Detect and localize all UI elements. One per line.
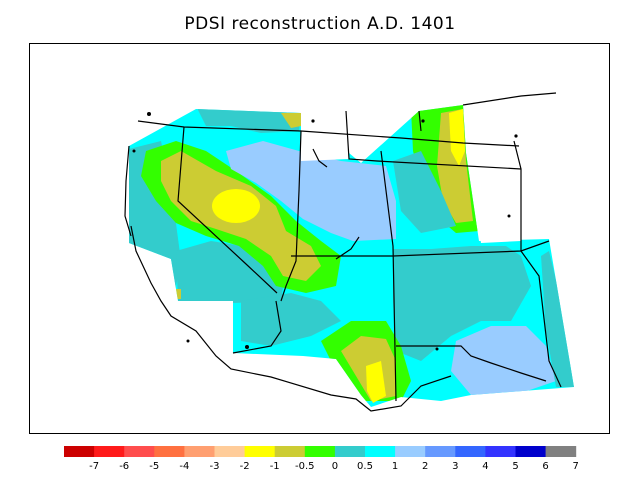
field-ca-olive (173, 289, 181, 299)
mt-wy-border-line (345, 110, 522, 170)
field-wet-center (226, 141, 396, 241)
canada-border-line (462, 92, 557, 106)
legend-label: 1 (392, 461, 398, 472)
mask-dakota (473, 141, 521, 243)
legend-label: -7 (89, 461, 99, 472)
legend-swatch (124, 446, 155, 457)
map-frame (29, 43, 610, 434)
field-yellow-spot-nevada (212, 189, 260, 223)
ut-co-south-line (291, 240, 550, 257)
field-plains-wet (451, 326, 556, 395)
lake-dot (507, 214, 511, 218)
field-top-teal (196, 106, 301, 133)
field-ne-teal (393, 151, 456, 233)
great-salt-lake-line (335, 236, 360, 260)
legend-swatch (455, 446, 486, 457)
southern-coast-line (130, 225, 452, 412)
legend-label: 4 (482, 461, 488, 472)
legend-swatch (274, 446, 306, 457)
legend-swatch (214, 446, 246, 457)
lake-dot (421, 119, 425, 123)
nv-ut-border-line (280, 130, 302, 302)
legend-label: -2 (240, 461, 250, 472)
legend-swatch (94, 446, 125, 457)
lake-dot (186, 339, 190, 343)
field-olive-utah (286, 247, 316, 271)
legend-swatch (515, 446, 547, 457)
legend-label: 3 (452, 461, 458, 472)
northern-border-line (137, 120, 520, 147)
field-ne-yellow (449, 109, 465, 166)
legend-label: 2 (422, 461, 428, 472)
ca-nv-border-line (177, 126, 278, 294)
legend-label: 7 (573, 461, 579, 472)
legend-swatch (304, 446, 336, 457)
legend-swatch (395, 446, 426, 457)
legend-label: -1 (270, 461, 280, 472)
legend-label: -4 (179, 461, 189, 472)
legend-swatch (244, 446, 276, 457)
lake-dot (132, 149, 136, 153)
pdsi-map (124, 92, 574, 412)
legend-label: -5 (149, 461, 159, 472)
boundary-lines (124, 92, 562, 412)
field-az-teal (241, 293, 341, 346)
legend-swatch (425, 446, 456, 457)
lake-dot (311, 119, 315, 123)
lake-dot (435, 347, 439, 351)
legend-label: -0.5 (295, 461, 315, 472)
plains-border-line (513, 140, 562, 388)
legend-swatch (334, 446, 366, 457)
legend-swatch (154, 446, 185, 457)
legend-swatch (184, 446, 215, 457)
legend-label: 5 (512, 461, 518, 472)
pacific-coast-line (124, 145, 132, 237)
tx-ok-border-line (396, 345, 547, 382)
mask-idaho-gap (301, 111, 349, 161)
field-plains-teal (393, 246, 531, 361)
idaho-lake-line (312, 148, 328, 168)
map-title: PDSI reconstruction A.D. 1401 (184, 14, 456, 34)
legend-swatch (485, 446, 516, 457)
legend-labels: -7 -6 -5 -4 -3 -2 -1 -0.5 0 0.5 1 2 3 4 5 6 7 (89, 461, 579, 472)
legend-swatch (365, 446, 396, 457)
legend-label: 6 (542, 461, 548, 472)
legend-label: -3 (210, 461, 220, 472)
legend-boxes (64, 446, 577, 457)
lake-dot (514, 134, 518, 138)
field-top-olive (281, 113, 301, 128)
legend-label: 0 (332, 461, 338, 472)
wy-co-border-line (380, 150, 397, 402)
az-border-line (232, 300, 282, 354)
field-south-yellow (366, 361, 386, 403)
legend-swatch (64, 446, 95, 457)
north-lake-line (418, 110, 422, 132)
legend-label: -6 (119, 461, 129, 472)
lake-dot (147, 112, 151, 116)
field-east-teal (541, 251, 574, 387)
legend-label: 0.5 (357, 461, 373, 472)
lake-dots (132, 112, 518, 351)
legend-swatch (545, 446, 577, 457)
lake-dot (245, 345, 249, 349)
